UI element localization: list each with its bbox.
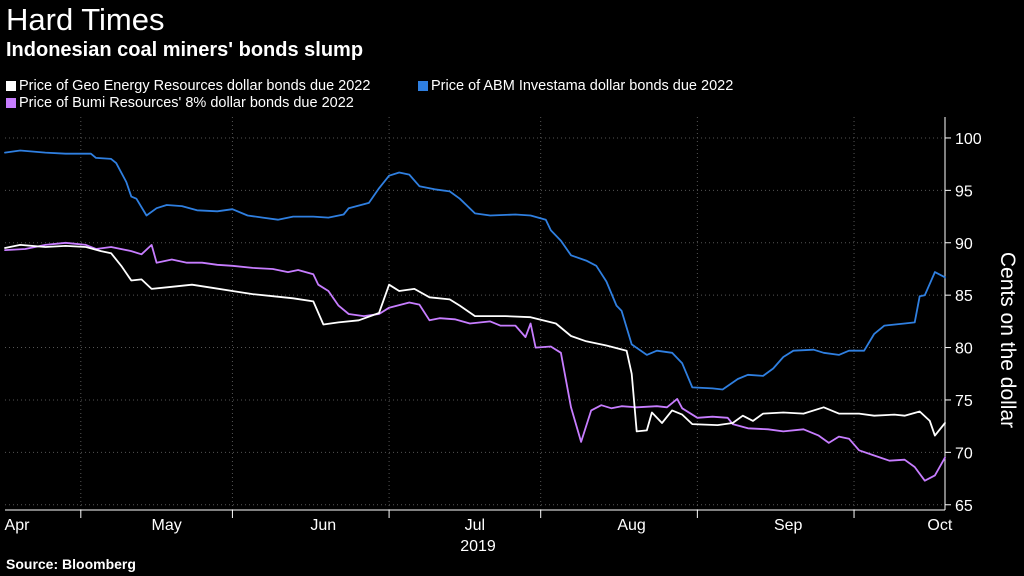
- x-tick-label: Sep: [774, 517, 803, 534]
- y-tick-label: 85: [955, 288, 973, 305]
- y-tick-label: 65: [955, 498, 973, 515]
- y-tick-label: 80: [955, 341, 973, 358]
- y-tick-label: 70: [955, 445, 973, 462]
- series-line-geo: [4, 244, 946, 437]
- y-tick-label: 75: [955, 393, 973, 410]
- legend-item-bumi: Price of Bumi Resources' 8% dollar bonds…: [6, 95, 354, 111]
- legend-swatch-bumi: [6, 98, 16, 108]
- series-line-abm: [4, 149, 946, 391]
- x-tick-label: Apr: [5, 517, 31, 534]
- legend-label-abm: Price of ABM Investama dollar bonds due …: [431, 78, 734, 94]
- series-layer: [4, 149, 946, 482]
- legend-item-abm: Price of ABM Investama dollar bonds due …: [418, 78, 733, 94]
- x-tick-label: Jul: [465, 517, 485, 534]
- legend-item-geo: Price of Geo Energy Resources dollar bon…: [6, 78, 370, 94]
- legend-label-geo: Price of Geo Energy Resources dollar bon…: [19, 78, 371, 94]
- x-axis-label: 2019: [460, 538, 496, 555]
- legend-swatch-geo: [6, 81, 16, 91]
- grid-layer: [5, 117, 945, 510]
- axis-layer: 65 70 75 80 85 90 95 100 Apr May Jun Jul Aug Sep Oct: [5, 117, 982, 534]
- x-tick-label: Jun: [310, 517, 336, 534]
- series-line-bumi: [4, 241, 946, 482]
- y-axis-label: Cents on the dollar: [996, 252, 1019, 428]
- y-tick-label: 100: [955, 131, 982, 148]
- source-note: Source: Bloomberg: [6, 556, 136, 572]
- chart-subtitle: Indonesian coal miners' bonds slump: [6, 39, 364, 61]
- legend-swatch-abm: [418, 81, 428, 91]
- x-tick-label: Oct: [927, 517, 952, 534]
- y-tick-label: 90: [955, 236, 973, 253]
- x-tick-label: Aug: [617, 517, 645, 534]
- y-tick-label: 95: [955, 183, 973, 200]
- legend-label-bumi: Price of Bumi Resources' 8% dollar bonds…: [19, 95, 354, 111]
- x-tick-label: May: [151, 517, 181, 534]
- chart-title: Hard Times: [6, 2, 165, 37]
